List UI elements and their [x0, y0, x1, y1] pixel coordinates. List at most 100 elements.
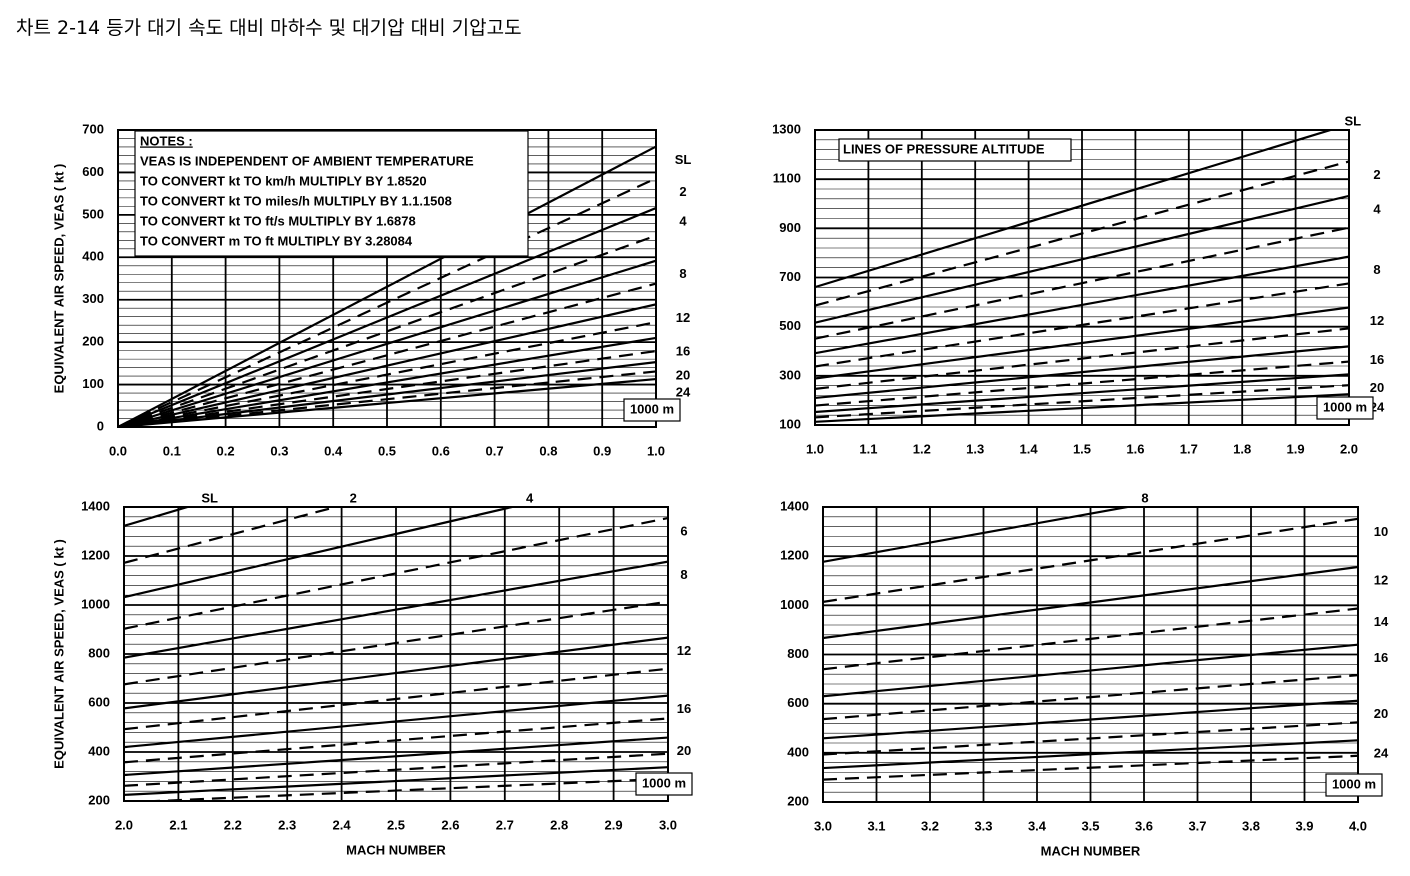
series-label: SL [675, 152, 692, 167]
series-line [124, 667, 668, 731]
series-line [823, 507, 1134, 563]
y-tick-label: 1400 [81, 498, 110, 513]
x-tick-label: 0.7 [486, 443, 504, 458]
y-tick-label: 400 [787, 744, 809, 759]
note-line: TO CONVERT kt TO miles/h MULTIPLY BY 1.1… [140, 193, 452, 208]
series-line [118, 349, 656, 427]
series-line [124, 600, 668, 686]
y-tick-label: 100 [779, 416, 801, 431]
series-label: 6 [680, 523, 687, 538]
series-label: 12 [676, 310, 690, 325]
series-line [815, 327, 1349, 390]
unit-label: 1000 m [1332, 776, 1376, 791]
x-tick-label: 2.1 [169, 817, 187, 832]
plot-frame [822, 506, 1359, 803]
x-tick-label: 3.7 [1188, 818, 1206, 833]
series-line [124, 516, 668, 630]
x-tick-label: 2.8 [550, 817, 568, 832]
y-tick-label: 300 [82, 291, 104, 306]
series-line [118, 321, 656, 427]
unit-box [1325, 773, 1383, 797]
y-tick-label: 400 [88, 743, 110, 758]
series-label: 24 [1374, 746, 1389, 761]
series-line [124, 560, 668, 659]
y-axis-label: EQUIVALENT AIR SPEED, VEAS ( kt ) [51, 539, 66, 769]
x-tick-label: 1.4 [1020, 441, 1039, 456]
y-tick-label: 1000 [81, 596, 110, 611]
y-tick-label: 600 [82, 164, 104, 179]
y-tick-label: 800 [88, 645, 110, 660]
series-line [815, 255, 1349, 355]
x-tick-label: 3.9 [1295, 818, 1313, 833]
x-tick-label: 0.0 [109, 443, 127, 458]
x-tick-label: 0.9 [593, 443, 611, 458]
series-line [815, 194, 1349, 324]
series-line [124, 717, 668, 764]
series-label: 4 [679, 214, 687, 229]
series-line [823, 699, 1358, 740]
series-label: 8 [1373, 262, 1380, 277]
x-tick-label: 0.2 [217, 443, 235, 458]
series-label: 4 [526, 490, 534, 505]
y-tick-label: 200 [88, 792, 110, 807]
series-line [124, 694, 668, 749]
x-tick-label: 0.6 [432, 443, 450, 458]
series-line [124, 736, 668, 777]
series-line [118, 145, 656, 427]
y-tick-label: 500 [779, 318, 801, 333]
x-tick-label: 3.6 [1135, 818, 1153, 833]
notes-box [134, 130, 529, 257]
series-label: 8 [1141, 490, 1148, 505]
series-line [815, 373, 1349, 414]
series-line [815, 360, 1349, 407]
series-label: 16 [676, 343, 690, 358]
plot-frame [123, 506, 669, 802]
series-line [118, 303, 656, 427]
x-tick-label: 2.3 [278, 817, 296, 832]
y-tick-label: 100 [82, 376, 104, 391]
x-axis-label: MACH NUMBER [1041, 843, 1141, 858]
x-tick-label: 2.6 [441, 817, 459, 832]
x-tick-label: 1.3 [966, 441, 984, 456]
unit-label: 1000 m [1323, 399, 1367, 414]
x-tick-label: 1.1 [859, 441, 877, 456]
series-line [118, 177, 656, 427]
series-line [118, 282, 656, 427]
series-label: 12 [677, 643, 691, 658]
series-label: 12 [1374, 572, 1388, 587]
x-tick-label: 3.2 [921, 818, 939, 833]
note-line: VEAS IS INDEPENDENT OF AMBIENT TEMPERATU… [140, 153, 474, 168]
note-line: NOTES : [140, 133, 193, 148]
series-line [823, 607, 1358, 671]
series-label: 20 [1370, 380, 1384, 395]
x-tick-label: 3.0 [659, 817, 677, 832]
x-tick-label: 3.8 [1242, 818, 1260, 833]
series-label: 20 [1374, 706, 1388, 721]
note-line: TO CONVERT kt TO ft/s MULTIPLY BY 1.6878 [140, 213, 416, 228]
x-tick-label: 2.2 [224, 817, 242, 832]
series-line [815, 160, 1349, 307]
y-tick-label: 300 [779, 367, 801, 382]
y-tick-label: 600 [88, 694, 110, 709]
series-line [823, 674, 1358, 721]
x-tick-label: 2.0 [115, 817, 133, 832]
x-tick-label: 3.1 [867, 818, 885, 833]
y-tick-label: 0 [97, 418, 104, 433]
y-tick-label: 1200 [81, 547, 110, 562]
y-tick-label: 900 [779, 220, 801, 235]
x-tick-label: 3.4 [1028, 818, 1047, 833]
series-line [823, 565, 1358, 640]
y-tick-label: 1300 [772, 121, 801, 136]
plot-frame [117, 129, 657, 428]
series-line [124, 752, 668, 787]
page-title: 차트 2-14 등가 대기 속도 대비 마하수 및 대기압 대비 기압고도 [16, 17, 522, 39]
x-tick-label: 3.3 [974, 818, 992, 833]
y-tick-label: 1200 [780, 548, 809, 563]
series-line [118, 234, 656, 427]
x-tick-label: 3.0 [814, 818, 832, 833]
series-label: 4 [1373, 201, 1381, 216]
series-line [124, 636, 668, 710]
x-tick-label: 0.1 [163, 443, 181, 458]
